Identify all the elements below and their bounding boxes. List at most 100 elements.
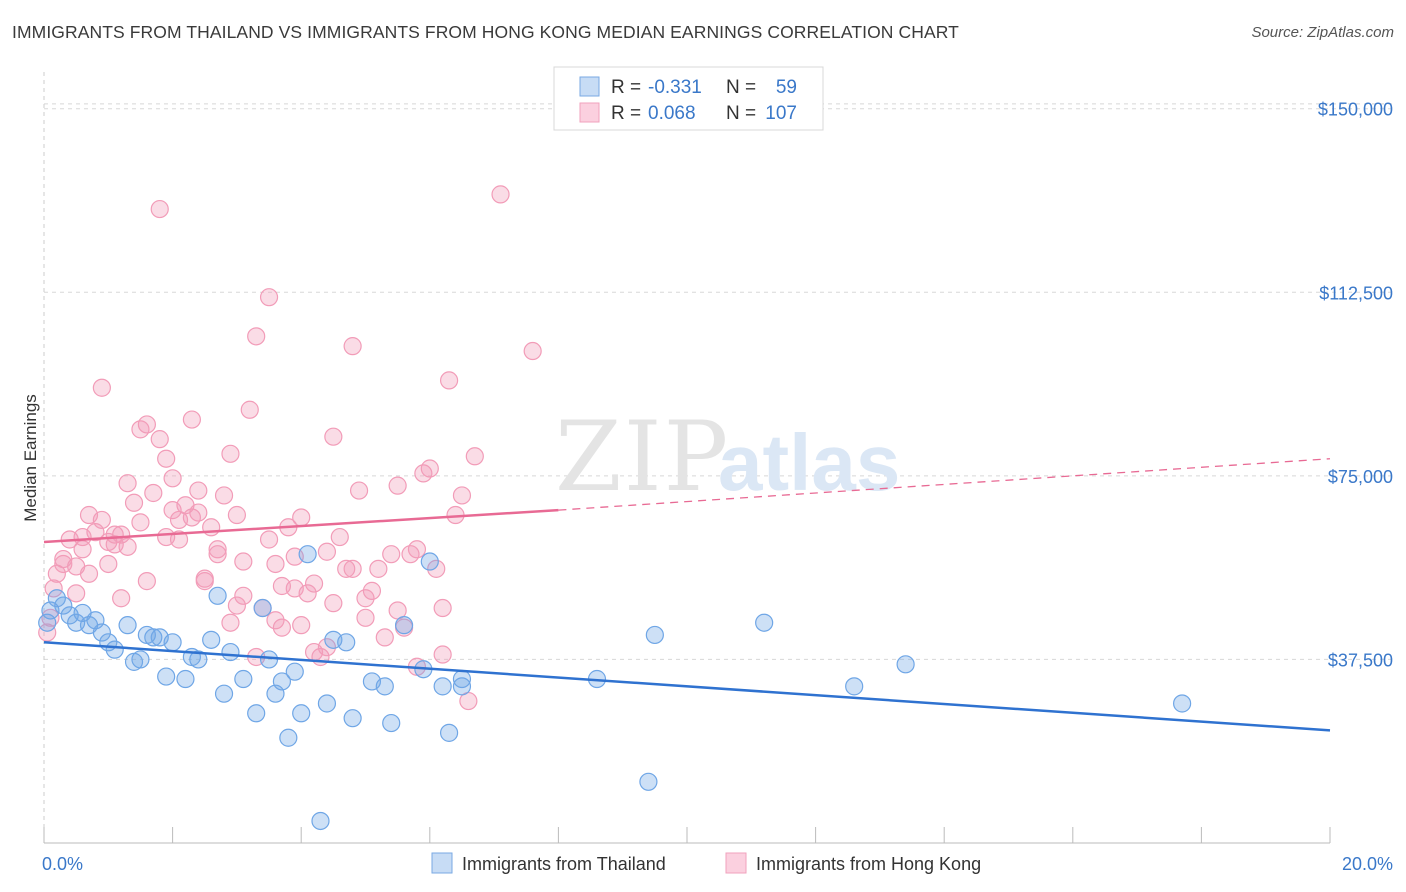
stats-r-label-thailand: R = [611, 77, 641, 98]
thailand-point-19 [163, 633, 182, 652]
hongkong-point-70 [491, 185, 510, 204]
hongkong-point-50 [349, 481, 369, 500]
hongkong-point-94 [388, 476, 407, 495]
hongkong-point-20 [157, 449, 176, 468]
legend-label-hongkong: Immigrants from Hong Kong [756, 854, 981, 874]
thailand-point-23 [202, 630, 221, 649]
y-tick-labels: $37,500 $75,000 $112,500 $150,000 [1318, 100, 1393, 671]
trend-line-hongkong-extension [558, 458, 1331, 511]
thailand-point-54 [645, 625, 664, 645]
hongkong-point-18 [144, 483, 163, 503]
hongkong-point-84 [324, 594, 343, 613]
stats-n-value-hongkong: 107 [765, 103, 797, 124]
hongkong-point-48 [337, 559, 356, 578]
hongkong-point-0 [38, 623, 57, 642]
stats-r-label-hongkong: R = [611, 103, 641, 124]
axes [43, 72, 1331, 844]
hongkong-point-30 [221, 444, 240, 463]
legend-swatch-thailand [431, 852, 453, 874]
thailand-point-41 [343, 709, 362, 728]
hongkong-point-69 [150, 199, 169, 219]
thailand-point-16 [144, 628, 163, 647]
hongkong-point-66 [452, 486, 472, 505]
thailand-point-33 [279, 728, 298, 747]
watermark-atlas: atlas [718, 418, 900, 507]
hongkong-point-31 [227, 505, 246, 525]
watermark-zip: ZIP [555, 401, 730, 513]
thailand-point-36 [298, 545, 317, 564]
thailand-point-40 [337, 633, 356, 652]
hongkong-point-14 [118, 474, 137, 493]
grid-lines [44, 103, 1395, 660]
thailand-point-43 [375, 677, 394, 696]
hongkong-point-64 [439, 371, 459, 390]
hongkong-point-83 [304, 642, 324, 662]
hongkong-point-16 [131, 513, 150, 532]
hongkong-point-103 [407, 540, 427, 559]
hongkong-point-43 [304, 574, 324, 593]
thailand-point-53 [639, 772, 658, 791]
hongkong-point-38 [272, 618, 292, 637]
hongkong-point-74 [182, 410, 201, 429]
hongkong-point-29 [214, 486, 234, 505]
hongkong-point-53 [369, 559, 388, 578]
hongkong-point-68 [465, 447, 484, 466]
hongkong-point-99 [221, 613, 240, 632]
hongkong-point-47 [330, 527, 349, 547]
thailand-point-22 [189, 650, 208, 669]
thailand-point-57 [896, 655, 915, 674]
hongkong-point-101 [317, 542, 337, 561]
stats-n-label-hongkong: N = [726, 103, 756, 124]
thailand-point-2 [47, 589, 66, 608]
hongkong-point-51 [356, 608, 375, 627]
legend-swatch-hongkong [725, 852, 747, 874]
hongkong-point-79 [227, 596, 246, 615]
watermark: ZIP atlas [555, 401, 900, 513]
hongkong-point-90 [208, 540, 227, 559]
hongkong-point-41 [292, 616, 311, 635]
hongkong-point-78 [195, 569, 214, 588]
hongkong-point-81 [266, 611, 285, 630]
hongkong-point-54 [375, 628, 394, 647]
hongkong-point-72 [92, 378, 111, 397]
thailand-point-49 [439, 723, 459, 742]
thailand-point-45 [394, 616, 414, 635]
hongkong-point-92 [259, 530, 279, 549]
hongkong-point-19 [150, 430, 169, 449]
thailand-point-30 [259, 650, 279, 669]
hongkong-point-89 [54, 554, 73, 574]
hongkong-point-21 [163, 469, 182, 488]
thailand-point-25 [214, 684, 234, 703]
thailand-point-34 [285, 662, 304, 681]
hongkong-point-75 [79, 505, 99, 525]
hongkong-point-52 [362, 581, 382, 600]
thailand-point-28 [247, 704, 266, 723]
series-legend: Immigrants from Thailand Immigrants from… [431, 852, 981, 874]
hongkong-point-87 [112, 589, 131, 608]
trend-lines [43, 458, 1331, 732]
hongkong-point-98 [189, 481, 208, 500]
hongkong-point-71 [523, 341, 542, 361]
stats-n-value-thailand: 59 [776, 77, 797, 98]
trend-line-thailand [43, 641, 1331, 732]
hongkong-point-86 [99, 554, 118, 574]
hongkong-point-37 [266, 554, 285, 574]
thailand-point-29 [253, 598, 272, 618]
hongkong-point-63 [433, 645, 452, 664]
hongkong-point-25 [189, 503, 208, 522]
legend-label-thailand: Immigrants from Thailand [462, 854, 666, 874]
series-thailand-points [38, 545, 1192, 831]
hongkong-point-105 [105, 525, 124, 544]
hongkong-point-36 [259, 288, 279, 307]
thailand-point-12 [118, 616, 137, 635]
hongkong-point-88 [67, 584, 86, 603]
y-tick-label-1: $75,000 [1328, 467, 1393, 487]
chart-title: IMMIGRANTS FROM THAILAND VS IMMIGRANTS F… [12, 22, 959, 42]
hongkong-point-102 [356, 589, 375, 608]
thailand-point-48 [433, 677, 452, 696]
thailand-point-20 [176, 669, 195, 689]
thailand-point-44 [382, 713, 401, 733]
hongkong-point-49 [343, 337, 362, 356]
hongkong-point-77 [157, 527, 176, 547]
